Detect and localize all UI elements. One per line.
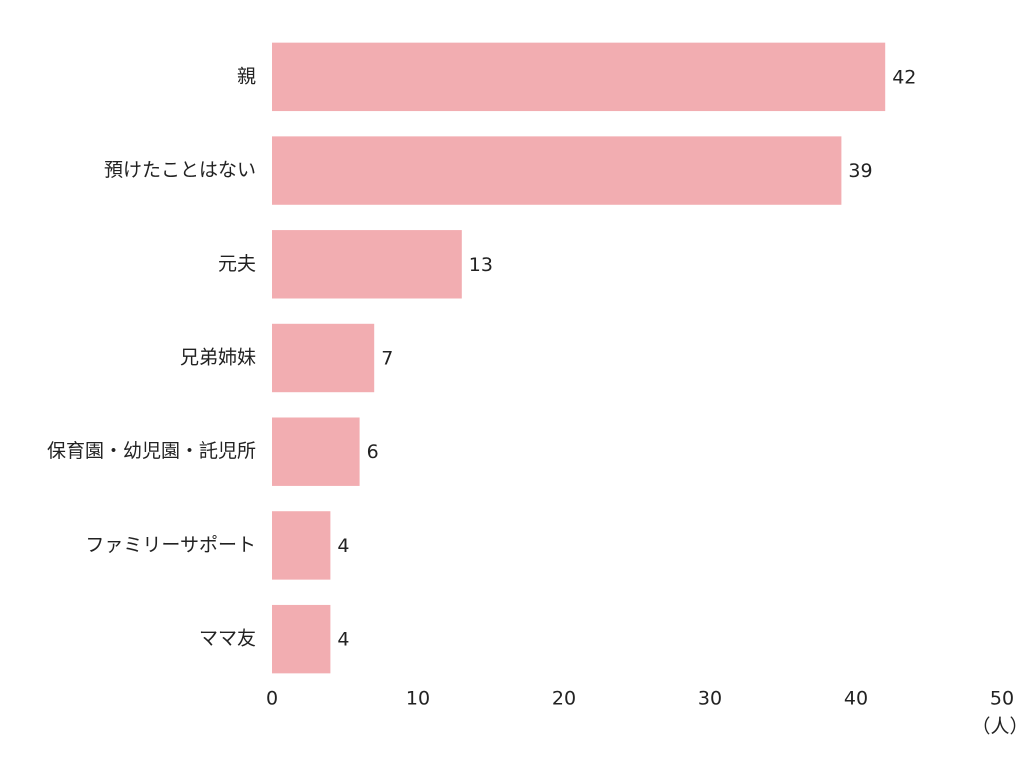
y-tick-label: ファミリーサポート: [85, 534, 256, 556]
value-label: 42: [892, 66, 916, 88]
bar: [272, 417, 360, 486]
value-label: 7: [381, 348, 393, 370]
x-tick-label: 30: [698, 688, 722, 710]
bar: [272, 42, 886, 112]
x-tick-label: 20: [552, 688, 576, 710]
bar: [272, 511, 331, 580]
value-label: 39: [848, 160, 872, 182]
y-tick-label: 元夫: [218, 253, 256, 275]
bar: [272, 323, 375, 393]
y-tick-label: 保育園・幼児園・託児所: [47, 440, 256, 462]
value-label: 4: [337, 535, 349, 557]
value-label: 13: [469, 254, 493, 276]
x-tick-label: 40: [844, 688, 868, 710]
x-tick-label: 10: [406, 688, 430, 710]
x-tick-label: 0: [266, 688, 278, 710]
x-tick-label: 50: [990, 688, 1014, 710]
y-tick-label: 兄弟姉妹: [180, 347, 256, 369]
bar: [272, 230, 462, 299]
y-tick-label: ママ友: [199, 628, 256, 650]
value-label: 6: [367, 441, 379, 463]
value-label: 4: [337, 629, 349, 651]
x-axis-unit: （人）: [971, 716, 1024, 738]
y-tick-label: 預けたことはない: [104, 159, 256, 181]
bar: [272, 136, 842, 205]
y-tick-label: 親: [237, 65, 256, 87]
bar: [272, 604, 331, 674]
